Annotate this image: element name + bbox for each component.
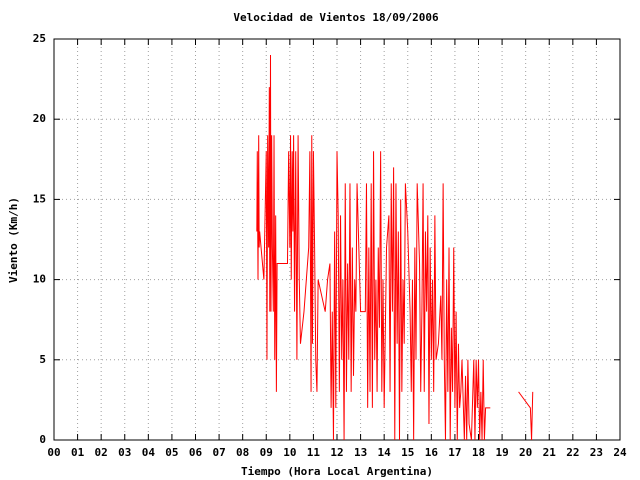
y-tick-label: 15 (33, 192, 46, 205)
x-tick-label: 01 (71, 446, 85, 459)
y-axis-label: Viento (Km/h) (7, 197, 20, 283)
x-tick-label: 19 (495, 446, 508, 459)
y-tick-label: 20 (33, 112, 46, 125)
x-tick-label: 12 (330, 446, 343, 459)
x-tick-label: 21 (543, 446, 557, 459)
y-tick-label: 10 (33, 273, 46, 286)
x-tick-label: 14 (378, 446, 392, 459)
x-tick-label: 11 (307, 446, 321, 459)
chart-title: Velocidad de Vientos 18/09/2006 (233, 11, 439, 24)
x-tick-label: 10 (283, 446, 296, 459)
x-axis-label: Tiempo (Hora Local Argentina) (241, 465, 433, 478)
x-tick-label: 08 (236, 446, 249, 459)
x-tick-label: 07 (212, 446, 225, 459)
plot-border (53, 38, 621, 441)
x-tick-label: 02 (95, 446, 108, 459)
x-tick-label: 03 (118, 446, 131, 459)
x-tick-label: 09 (260, 446, 273, 459)
x-tick-label: 20 (519, 446, 532, 459)
x-tick-label: 16 (425, 446, 439, 459)
y-tick-label: 0 (39, 433, 46, 446)
y-tick-label: 5 (39, 353, 46, 366)
x-tick-label: 22 (566, 446, 579, 459)
x-tick-label: 17 (448, 446, 461, 459)
x-tick-label: 05 (165, 446, 178, 459)
x-tick-label: 24 (613, 446, 627, 459)
x-tick-label: 00 (47, 446, 60, 459)
x-tick-label: 18 (472, 446, 485, 459)
x-tick-label: 13 (354, 446, 367, 459)
x-tick-label: 15 (401, 446, 414, 459)
x-tick-label: 23 (590, 446, 603, 459)
y-tick-label: 25 (33, 32, 46, 45)
x-tick-label: 06 (189, 446, 203, 459)
x-tick-label: 04 (142, 446, 156, 459)
data-line (256, 55, 534, 441)
